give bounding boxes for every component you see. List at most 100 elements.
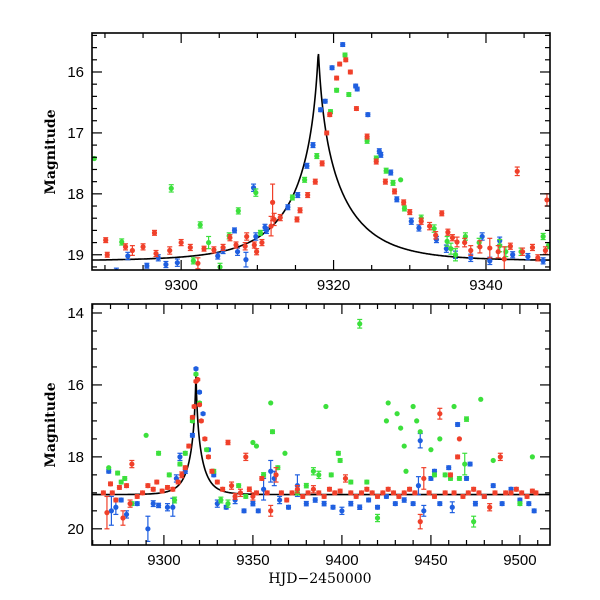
bottom-plot-area [92,318,550,543]
data-point [471,486,477,492]
data-point [129,459,135,469]
data-point [477,240,483,254]
marker [177,461,183,467]
marker [134,501,140,507]
marker [104,510,110,516]
marker [115,470,121,476]
marker [437,436,443,442]
marker [254,249,260,255]
data-point [535,254,541,262]
marker [144,263,150,269]
marker [205,454,212,460]
data-point [255,508,261,514]
data-point [163,260,169,269]
data-point [123,483,130,489]
data-point [119,238,125,246]
data-point [416,224,422,232]
marker [316,472,322,478]
data-point [431,224,437,233]
marker [401,205,408,212]
data-point [113,267,119,270]
marker [342,52,348,58]
marker [294,486,301,492]
marker [123,483,130,489]
marker [398,425,404,431]
bottom-series-red [100,376,539,530]
marker [346,91,352,98]
marker [478,396,484,402]
marker [330,504,336,510]
data-point [417,513,423,530]
marker [119,239,125,245]
data-point [116,484,123,491]
bottom-y-tick-label: 20 [67,521,84,538]
data-point [225,499,231,508]
marker [159,488,165,494]
marker [477,244,483,250]
marker [525,253,531,260]
data-point [109,490,115,496]
marker [444,238,450,244]
marker [329,65,335,71]
bottom-x-tick-label: 9450 [414,552,447,569]
marker [374,515,381,521]
marker [407,209,413,215]
marker [337,61,343,67]
marker [289,194,296,201]
marker [108,508,115,514]
marker [196,389,203,395]
data-point [449,234,456,242]
data-point [257,229,264,236]
data-point [329,65,335,71]
marker [191,403,197,410]
data-point [268,400,274,406]
data-point [305,490,311,496]
marker [414,418,420,424]
bottom-y-tick-label: 14 [67,305,84,322]
marker [253,190,259,196]
marker [378,152,384,158]
marker [463,475,470,482]
data-point [433,231,439,240]
marker [250,501,256,507]
marker [195,260,201,266]
marker [401,443,407,449]
marker [452,252,459,258]
marker [499,501,505,507]
marker [347,69,353,75]
marker [312,497,318,503]
data-point [540,257,546,265]
marker [103,237,109,243]
data-point [478,396,484,402]
data-point [417,432,423,449]
marker [243,454,249,460]
marker [322,98,328,104]
data-point [374,493,381,500]
data-point [456,436,462,442]
data-point [323,403,329,410]
marker [542,247,549,254]
marker [189,432,195,438]
data-point [253,232,259,241]
marker [106,468,112,474]
marker [246,486,252,492]
data-point [182,450,188,456]
marker [129,247,135,254]
marker [196,402,203,408]
data-point [471,515,477,528]
marker [460,493,466,500]
data-point [150,500,156,508]
data-point [455,421,461,428]
data-point [499,501,505,507]
marker [277,497,283,503]
data-point [348,490,354,496]
marker [337,457,343,464]
data-point [232,492,238,500]
data-point [253,188,259,197]
marker [529,244,536,251]
data-point [525,252,531,261]
data-point [396,493,402,500]
data-point [487,503,493,512]
top-y-tick-label: 17 [67,125,84,142]
top-y-tick-label: 19 [67,247,84,264]
